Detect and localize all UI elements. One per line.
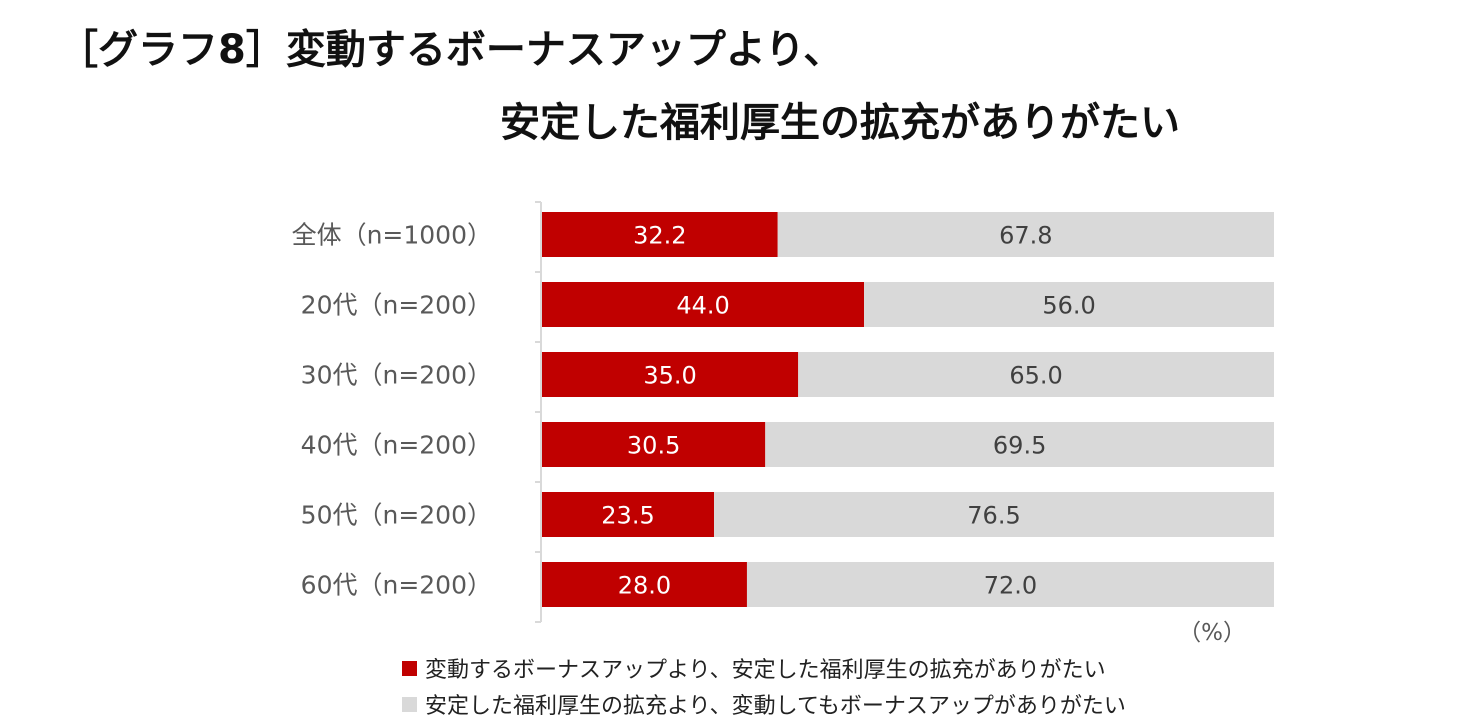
data-label-series2: 72.0 <box>984 572 1037 600</box>
bar-segment-series1 <box>542 282 865 327</box>
bar-segment-series1 <box>542 422 766 467</box>
legend-item-series1: 変動するボーナスアップより、安定した福利厚生の拡充がありがたい <box>402 650 1126 686</box>
category-label: 60代（n=200） <box>301 571 492 600</box>
legend-swatch-series2 <box>402 696 417 712</box>
category-label: 40代（n=200） <box>301 431 492 460</box>
bar-segment-series2 <box>864 282 1274 327</box>
legend-label-series1: 変動するボーナスアップより、安定した福利厚生の拡充がありがたい <box>425 658 1106 683</box>
bar-segment-series1 <box>542 562 747 607</box>
category-label: 30代（n=200） <box>301 361 492 390</box>
legend-item-series2: 安定した福利厚生の拡充より、変動してもボーナスアップがありがたい <box>402 686 1126 722</box>
chart-legend: 変動するボーナスアップより、安定した福利厚生の拡充がありがたい 安定した福利厚生… <box>402 650 1126 722</box>
legend-label-series2: 安定した福利厚生の拡充より、変動してもボーナスアップがありがたい <box>425 694 1126 719</box>
legend-swatch-series1 <box>402 660 417 676</box>
bar-segment-series1 <box>542 352 799 397</box>
category-label: 全体（n=1000） <box>292 221 492 250</box>
data-label-series1: 23.5 <box>601 502 654 530</box>
unit-label: （%） <box>1178 620 1246 646</box>
bar-segment-series2 <box>777 212 1274 257</box>
category-label: 50代（n=200） <box>301 501 492 530</box>
data-label-series2: 67.8 <box>999 222 1052 250</box>
data-label-series1: 32.2 <box>633 222 686 250</box>
data-label-series2: 65.0 <box>1009 362 1062 390</box>
data-label-series2: 56.0 <box>1042 292 1095 320</box>
bar-segment-series1 <box>542 212 778 257</box>
data-label-series2: 69.5 <box>993 432 1046 460</box>
category-label: 20代（n=200） <box>301 291 492 320</box>
bar-segment-series2 <box>798 352 1274 397</box>
chart-title-line1: ［グラフ8］変動するボーナスアップより、 <box>58 27 844 73</box>
chart-title-line2: 安定した福利厚生の拡充がありがたい <box>500 100 1180 146</box>
data-label-series1: 28.0 <box>618 572 671 600</box>
data-label-series1: 35.0 <box>643 362 696 390</box>
bar-segment-series1 <box>542 492 715 537</box>
bar-segment-series2 <box>746 562 1274 607</box>
data-label-series1: 30.5 <box>627 432 680 460</box>
data-label-series2: 76.5 <box>967 502 1020 530</box>
data-label-series1: 44.0 <box>676 292 729 320</box>
bar-segment-series2 <box>765 422 1274 467</box>
bar-segment-series2 <box>714 492 1274 537</box>
